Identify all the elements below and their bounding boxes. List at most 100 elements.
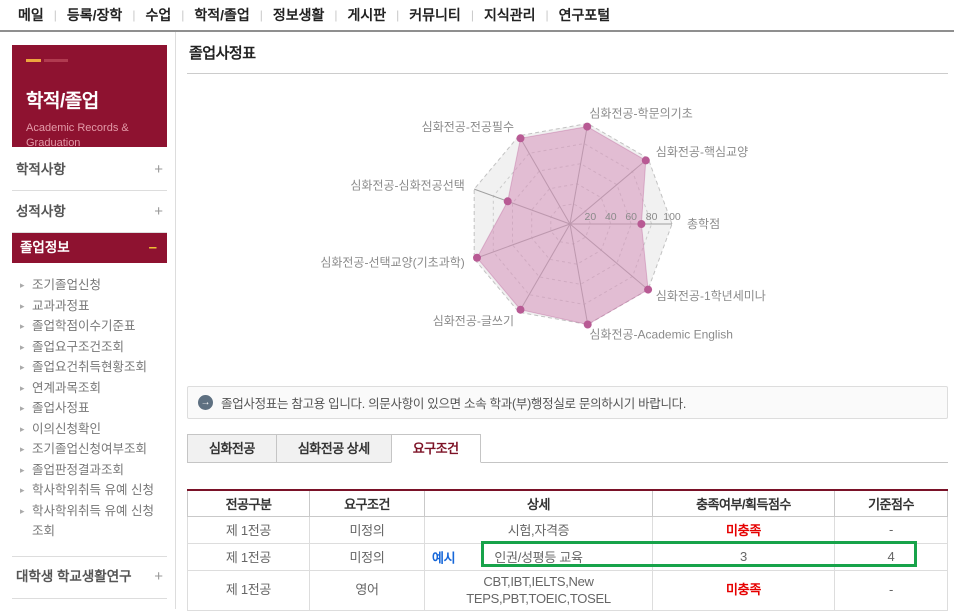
gold-dash-decoration bbox=[26, 59, 41, 62]
sidebar-submenu-label: 졸업학점이수기준표 bbox=[32, 319, 136, 333]
tab-item-1[interactable]: 심화전공 bbox=[187, 434, 277, 463]
axis-label: 심화전공-Academic English bbox=[589, 327, 733, 341]
sidebar-submenu-item[interactable]: ▸ 졸업사정표 bbox=[18, 398, 167, 419]
standard-cell: - bbox=[834, 515, 948, 544]
top-nav-item-4[interactable]: 학적/졸업 bbox=[194, 7, 250, 23]
detail-cell: 시험,자격증 bbox=[424, 515, 653, 544]
sidebar-menu-label: 성적사항 bbox=[16, 203, 66, 219]
requirement-cell: 영어 bbox=[309, 569, 425, 611]
table-row: 제 1전공 미정의 시험,자격증 미충족 - bbox=[187, 515, 948, 544]
sidebar: 학적/졸업 Academic Records & Graduation 학적사항… bbox=[0, 32, 176, 611]
tab-strip: 심화전공 심화전공 상세 요구조건 bbox=[187, 434, 948, 463]
status-cell: 3 bbox=[652, 542, 835, 571]
sidebar-menu-item-4[interactable]: 대학생 학교생활연구 + bbox=[12, 557, 167, 599]
sidebar-submenu-label: 졸업판정결과조회 bbox=[32, 462, 125, 477]
top-nav-item-6[interactable]: 게시판 bbox=[347, 7, 387, 23]
data-point bbox=[644, 285, 653, 294]
scale-tick-label: 60 bbox=[625, 211, 637, 223]
top-nav-item-9[interactable]: 연구포털 bbox=[558, 7, 611, 23]
axis-label: 심화전공-전공필수 bbox=[422, 120, 514, 134]
nav-separator: | bbox=[470, 8, 474, 22]
sidebar-submenu-item[interactable]: ▸ 학사학위취득 유예 신청 bbox=[18, 480, 167, 501]
axis-label: 심화전공-심화전공선택 bbox=[350, 179, 464, 193]
sidebar-submenu-item[interactable]: ▸ 조기졸업신청여부조회 bbox=[18, 439, 167, 460]
requirements-table: 전공구분 요구조건 상세 충족여부/획득점수 기준점수 제 1전공 미정의 시험,자격증 미충… bbox=[187, 489, 948, 611]
sidebar-submenu-label: 졸업요건취득현황조회 bbox=[32, 360, 148, 374]
data-point bbox=[516, 305, 525, 314]
requirements-table-wrap: 전공구분 요구조건 상세 충족여부/획득점수 기준점수 제 1전공 미정의 시험,자격증 미충… bbox=[187, 489, 948, 611]
sidebar-header: 학적/졸업 Academic Records & Graduation bbox=[12, 45, 167, 149]
sidebar-submenu-item[interactable]: ▸ 학사학위취득 유예 신청 조회 bbox=[18, 501, 167, 542]
sidebar-menu-item-3[interactable]: 졸업정보 – bbox=[12, 233, 167, 263]
data-point bbox=[641, 156, 650, 165]
table-row: 제 1전공 미정의 예시 인권/성평등 교육 3 4 bbox=[187, 542, 948, 571]
sidebar-submenu-label: 조기졸업신청 bbox=[32, 278, 102, 292]
triangle-bullet-icon: ▸ bbox=[20, 280, 25, 290]
data-point bbox=[637, 220, 646, 228]
major-cell: 제 1전공 bbox=[187, 569, 310, 611]
nav-separator: | bbox=[545, 8, 549, 22]
expand-toggle-icon: – bbox=[148, 239, 157, 256]
expand-toggle-icon: + bbox=[154, 598, 163, 611]
triangle-bullet-icon: ▸ bbox=[20, 464, 25, 475]
example-link[interactable]: 예시 bbox=[432, 550, 456, 565]
triangle-bullet-icon: ▸ bbox=[20, 382, 25, 393]
red-dash-decoration bbox=[44, 59, 68, 62]
expand-toggle-icon: + bbox=[154, 202, 163, 220]
standard-cell: 4 bbox=[834, 542, 948, 571]
column-header: 요구조건 bbox=[309, 490, 425, 517]
sidebar-submenu-label: 학사학위취득 유예 신청 조회 bbox=[32, 503, 154, 539]
detail-text: CBT,IBT,IELTS,New TEPS,PBT,TOEIC,TOSEL bbox=[466, 573, 611, 607]
tab-active[interactable]: 요구조건 bbox=[390, 434, 481, 463]
detail-text: 인권/성평등 교육 bbox=[494, 550, 583, 565]
radar-chart: 20 40 60 80 100 총학점 심화전공-핵심교양 심화전공-학문의기초심화전공-전공… bbox=[320, 107, 766, 342]
requirement-cell: 미정의 bbox=[309, 515, 425, 544]
expand-toggle-icon: + bbox=[154, 160, 163, 178]
sidebar-submenu-label: 학사학위취득 유예 신청 bbox=[32, 483, 154, 497]
sidebar-menu-item-2[interactable]: 성적사항 + bbox=[12, 191, 167, 233]
top-nav-item-7[interactable]: 커뮤니티 bbox=[409, 7, 461, 23]
major-cell: 제 1전공 bbox=[187, 542, 310, 571]
tab-item-2[interactable]: 심화전공 상세 bbox=[275, 434, 392, 463]
sidebar-submenu-item[interactable]: ▸ 졸업요건취득현황조회 bbox=[18, 357, 167, 378]
sidebar-submenu-label: 조기졸업신청여부조회 bbox=[32, 442, 148, 456]
triangle-bullet-icon: ▸ bbox=[20, 300, 25, 311]
sidebar-submenu-item[interactable]: ▸ 연계과목조회 bbox=[18, 378, 167, 399]
nav-separator: | bbox=[334, 8, 338, 22]
top-nav-item-3[interactable]: 수업 bbox=[145, 7, 172, 23]
sidebar-submenu: ▸ 조기졸업신청 ▸ 교과과정표 ▸ 졸업학점이수기준표 ▸ 졸업요구조건조회 ▸ 졸업요건취득현… bbox=[12, 263, 167, 557]
column-header: 충족여부/획득점수 bbox=[652, 490, 835, 517]
column-header: 전공구분 bbox=[187, 490, 310, 517]
sidebar-menu-item-1[interactable]: 학적사항 + bbox=[12, 149, 167, 191]
column-header: 기준점수 bbox=[834, 490, 948, 517]
top-nav-item-2[interactable]: 등록/장학 bbox=[66, 7, 123, 23]
triangle-bullet-icon: ▸ bbox=[20, 362, 25, 372]
sidebar-submenu-label: 연계과목조회 bbox=[32, 380, 102, 395]
nav-separator: | bbox=[132, 8, 136, 22]
axis-label: 심화전공-선택교양(기초과학) bbox=[320, 255, 464, 269]
status-cell: 미충족 bbox=[652, 569, 835, 611]
sidebar-submenu-item[interactable]: ▸ 졸업요구조건조회 bbox=[18, 337, 167, 358]
sidebar-submenu-item[interactable]: ▸ 이의신청확인 bbox=[18, 419, 167, 440]
scale-tick-label: 80 bbox=[646, 211, 658, 223]
page-title: 졸업사정표 bbox=[187, 32, 948, 74]
sidebar-menu-label: 학적사항 bbox=[16, 161, 66, 177]
sidebar-submenu-item[interactable]: ▸ 졸업판정결과조회 bbox=[18, 460, 167, 481]
triangle-bullet-icon: ▸ bbox=[20, 444, 25, 454]
notice-text: 졸업사정표는 참고용 입니다. 의문사항이 있으면 소속 학과(부)행정실로 문… bbox=[221, 397, 687, 411]
sidebar-menu-item-5[interactable]: 학부제 전공배정 + bbox=[12, 599, 167, 611]
nav-separator: | bbox=[181, 8, 185, 22]
sidebar-submenu-item[interactable]: ▸ 조기졸업신청 bbox=[18, 275, 167, 296]
top-nav-item-1[interactable]: 메일 bbox=[18, 7, 44, 23]
top-nav-item-5[interactable]: 정보생활 bbox=[272, 7, 325, 23]
scale-tick-label: 40 bbox=[605, 211, 617, 223]
sidebar-submenu-item[interactable]: ▸ 졸업학점이수기준표 bbox=[18, 316, 167, 337]
sidebar-title: 학적/졸업 bbox=[26, 91, 99, 112]
data-point bbox=[583, 320, 592, 329]
top-nav-item-8[interactable]: 지식관리 bbox=[483, 7, 536, 23]
axis-label: 심화전공-글쓰기 bbox=[433, 314, 514, 328]
triangle-bullet-icon: ▸ bbox=[20, 505, 25, 516]
data-point bbox=[583, 122, 592, 131]
sidebar-submenu-item[interactable]: ▸ 교과과정표 bbox=[18, 296, 167, 317]
data-polygon bbox=[476, 126, 649, 326]
